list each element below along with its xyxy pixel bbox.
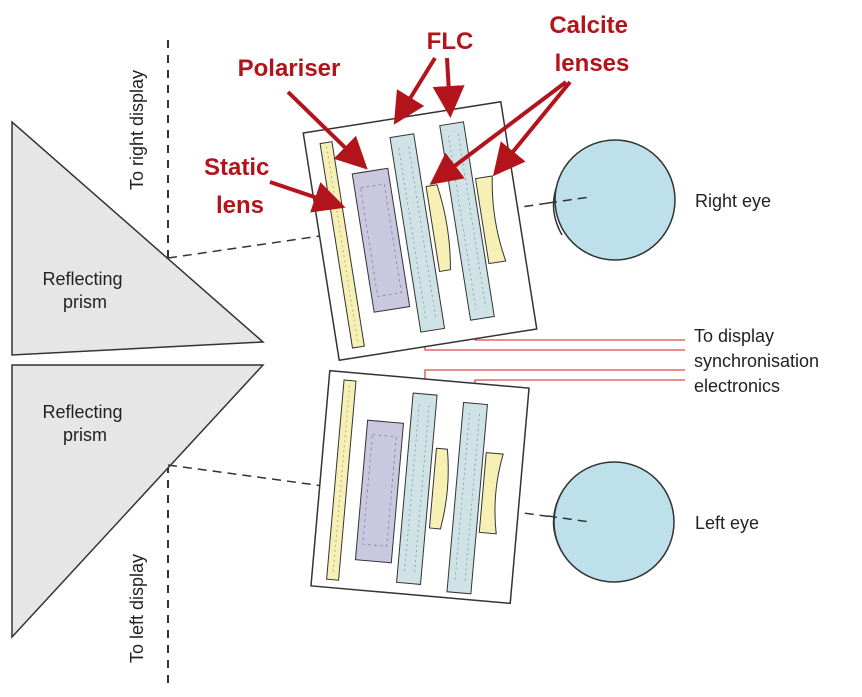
- flc-annotation: FLC: [427, 28, 474, 55]
- right-eye: [552, 139, 676, 261]
- bottom-reflecting-prism: [11, 364, 265, 639]
- right-eye-axis-inner: [547, 196, 591, 204]
- static-lens-bottom: [326, 379, 357, 581]
- top-reflecting-prism: [11, 120, 265, 356]
- calcite-lenses-annotation: Calcite lenses: [549, 12, 634, 77]
- left-eye: [552, 461, 675, 583]
- flc-2-bottom: [446, 401, 488, 595]
- calcite-lens-1-top: [425, 184, 451, 273]
- to-left-display-label: To left display: [127, 554, 147, 663]
- annotation-arrows: [269, 56, 572, 213]
- calcite-lens-1-bottom: [428, 447, 449, 530]
- polariser-annotation: Polariser: [238, 55, 341, 82]
- left-eye-label: Left eye: [695, 513, 759, 533]
- static-lens-annotation: Static lens: [204, 154, 276, 219]
- calcite-lens-2-top: [474, 175, 507, 265]
- to-right-display-label: To right display: [127, 70, 147, 190]
- right-eye-label: Right eye: [695, 191, 771, 211]
- left-eye-axis-inner: [547, 515, 591, 523]
- top-prism-label: Reflecting prism: [42, 269, 127, 312]
- flc-1-bottom: [396, 392, 438, 585]
- bottom-lens-assembly: [310, 369, 530, 605]
- bottom-prism-label: Reflecting prism: [42, 402, 127, 445]
- flc-1-top: [389, 133, 446, 333]
- polariser-bottom: [354, 419, 405, 564]
- calcite-lens-2-bottom: [478, 452, 504, 535]
- polariser-top: [351, 167, 411, 313]
- sync-electronics-label: To display synchronisation electronics: [694, 326, 824, 396]
